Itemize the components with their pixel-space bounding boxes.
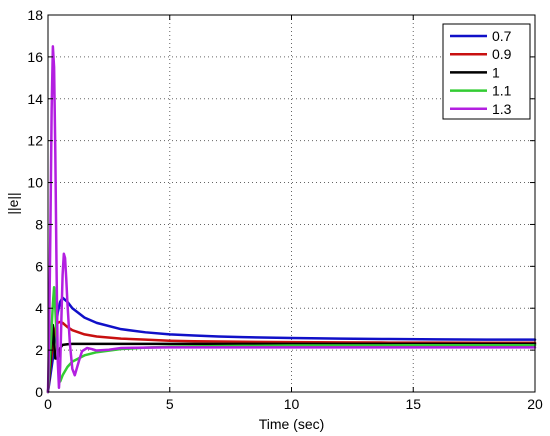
x-axis-label: Time (sec) (259, 416, 325, 432)
legend-label: 0.7 (492, 28, 512, 44)
y-tick-label: 14 (27, 91, 43, 107)
grid (48, 15, 535, 392)
series-line-1-3 (46, 45, 537, 394)
legend-label: 1.1 (492, 83, 512, 99)
legend-label: 0.9 (492, 46, 512, 62)
y-tick-label: 8 (35, 216, 43, 232)
legend-label: 1 (492, 64, 500, 80)
y-tick-label: 10 (27, 175, 43, 191)
x-tick-label: 15 (405, 396, 421, 412)
x-tick-label: 5 (166, 396, 174, 412)
x-tick-label: 0 (44, 396, 52, 412)
legend: 0.7 0.9 1 1.1 1.3 (442, 23, 531, 120)
y-tick-label: 0 (35, 384, 43, 400)
x-tick-label: 20 (527, 396, 543, 412)
y-tick-label: 16 (27, 49, 43, 65)
y-tick-label: 2 (35, 342, 43, 358)
y-tick-label: 12 (27, 133, 43, 149)
series-lines (46, 45, 537, 394)
legend-label: 1.3 (492, 101, 512, 117)
series-line-1 (46, 323, 537, 394)
ticks: 0 5 10 15 20 0 2 4 6 8 10 12 14 16 18 (27, 7, 543, 412)
y-axis-label: ||e|| (5, 192, 21, 214)
y-tick-label: 4 (35, 300, 43, 316)
series-line-0-9 (46, 320, 537, 394)
y-tick-label: 6 (35, 258, 43, 274)
x-tick-label: 10 (284, 396, 300, 412)
y-tick-label: 18 (27, 7, 43, 23)
